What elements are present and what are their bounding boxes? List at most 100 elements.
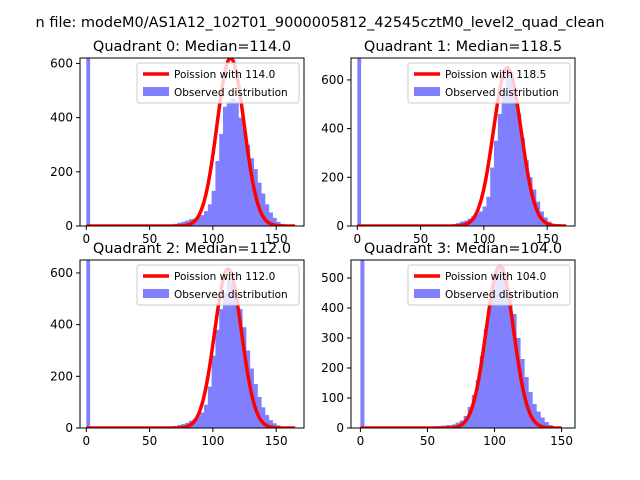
x-tick-label: 100	[472, 232, 495, 246]
subplot-title: Quadrant 0: Median=114.0	[93, 39, 291, 55]
histogram-bar-zero	[360, 260, 365, 428]
legend-patch-swatch	[143, 87, 169, 96]
histogram-bar	[226, 278, 232, 428]
x-tick-label: 150	[550, 434, 573, 448]
histogram-bar	[494, 140, 499, 226]
histogram-bar	[503, 275, 509, 428]
histogram-bar	[495, 269, 501, 428]
histogram-bar	[491, 281, 497, 428]
histogram-bar	[204, 404, 209, 428]
histogram-bar	[536, 411, 541, 428]
legend-label-poisson: Poission with 104.0	[445, 271, 546, 283]
histogram-bar-zero	[357, 58, 362, 226]
histogram-bar-zero	[86, 58, 91, 226]
histogram-bar	[245, 350, 251, 428]
histogram-bar	[483, 329, 489, 428]
legend-label-poisson: Poission with 118.5	[445, 69, 546, 81]
histogram-bar	[475, 213, 480, 226]
legend-box	[136, 62, 300, 104]
histogram-bar	[512, 89, 518, 226]
plot-area	[359, 260, 563, 428]
histogram-bar-zero	[86, 260, 91, 428]
histogram-bar	[490, 167, 495, 226]
histogram-bar	[196, 216, 201, 226]
x-tick-label: 150	[265, 232, 288, 246]
subplot-title: Quadrant 3: Median=104.0	[364, 241, 562, 257]
x-tick-label: 0	[83, 434, 91, 448]
quadrant-panel-2: 0 50 100 150 0 200 400 600 Quadrant 2: Median=11…	[50, 241, 305, 448]
legend: Poission with 104.0 Observed distribution	[407, 264, 571, 306]
histogram-bar	[264, 415, 270, 428]
histogram-bar	[272, 423, 277, 428]
histogram-bar	[486, 196, 491, 226]
histogram-bar	[223, 106, 228, 226]
histogram-bar	[226, 101, 232, 226]
y-tick-label: 200	[321, 170, 344, 184]
histogram-bar	[516, 114, 522, 226]
axes-frame	[350, 57, 576, 227]
y-tick-label: 300	[321, 331, 344, 345]
legend-label-observed: Observed distribution	[174, 87, 288, 99]
histogram-bar	[499, 266, 505, 428]
x-tick-label: 50	[420, 434, 435, 448]
y-tick-label: 400	[50, 111, 73, 125]
poisson-curve	[356, 65, 568, 226]
histogram-bar	[515, 338, 521, 428]
histogram-bar	[207, 204, 213, 226]
x-tick-label: 100	[483, 434, 506, 448]
axes-frame	[79, 57, 305, 227]
legend-box	[136, 264, 300, 306]
x-tick-label: 0	[83, 232, 91, 246]
quadrant-panel-1: 0 50 100 150 0 200 400 600 Quadrant 1: Median=11…	[321, 39, 576, 246]
histogram-bar	[238, 309, 243, 428]
legend-label-observed: Observed distribution	[445, 289, 559, 301]
y-tick-label: 400	[321, 122, 344, 136]
histogram-bar	[192, 418, 198, 428]
legend-patch-swatch	[414, 87, 440, 96]
histogram-bar	[520, 138, 525, 226]
y-tick-label: 200	[50, 369, 73, 383]
figure-suptitle: n file: modeM0/AS1A12_102T01_9000005812_…	[36, 15, 605, 31]
histogram-bar	[479, 356, 485, 428]
histogram-bar	[211, 355, 216, 428]
histogram-bar	[478, 211, 484, 226]
y-tick-label: 500	[321, 271, 344, 285]
histogram-bar	[245, 144, 251, 226]
histogram-bar	[241, 128, 247, 226]
legend: Poission with 114.0 Observed distribution	[136, 62, 300, 104]
histogram-bar	[540, 417, 545, 428]
histogram-bar	[219, 133, 224, 226]
histogram-bar	[238, 117, 243, 226]
histogram-bar	[204, 211, 209, 226]
histogram-bar	[524, 160, 529, 226]
y-tick-label: 0	[336, 421, 344, 435]
y-tick-label: 200	[50, 165, 73, 179]
x-tick-label: 0	[354, 232, 362, 246]
y-tick-label: 0	[336, 219, 344, 233]
histogram-bar	[230, 98, 235, 226]
subplot-title: Quadrant 2: Median=112.0	[93, 241, 291, 257]
poisson-curve	[85, 267, 297, 428]
histogram-bar	[471, 395, 477, 428]
histogram-bar	[467, 407, 473, 428]
histogram-bar	[272, 217, 277, 226]
legend-patch-swatch	[143, 289, 169, 298]
x-tick-label: 50	[413, 232, 428, 246]
legend-label-poisson: Poission with 112.0	[174, 271, 275, 283]
legend-patch-swatch	[414, 289, 440, 298]
legend-box	[407, 264, 571, 306]
x-tick-label: 150	[536, 232, 559, 246]
y-tick-label: 400	[321, 301, 344, 315]
histogram-bar	[260, 193, 266, 226]
histogram-bar	[200, 412, 205, 428]
histogram-bar	[215, 329, 220, 428]
histogram-bar	[200, 215, 205, 226]
x-tick-label: 0	[357, 434, 365, 448]
histogram-bar	[219, 309, 224, 428]
y-tick-label: 600	[50, 56, 73, 70]
histogram-bar	[501, 89, 506, 226]
histogram-bar	[482, 206, 487, 226]
histogram-bar	[249, 158, 254, 226]
histogram-bar	[475, 380, 481, 428]
